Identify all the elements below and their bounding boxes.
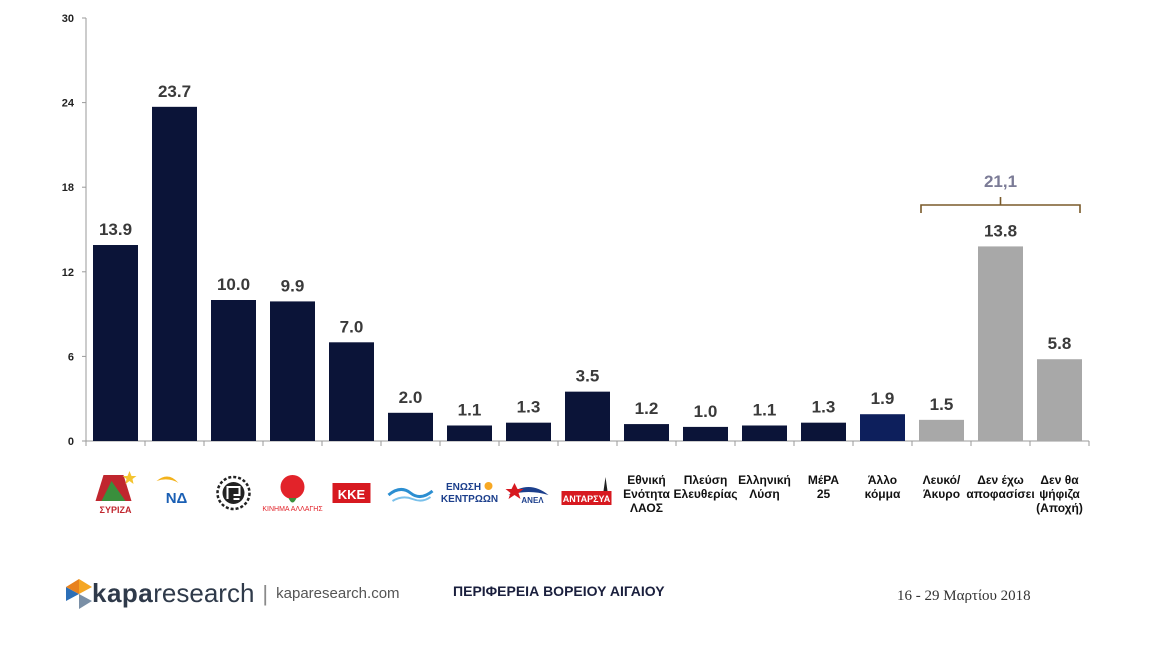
value-label-nd: 23.7 [158,82,191,101]
y-tick-label: 6 [68,351,74,363]
logo-separator: | [262,580,269,606]
region-title: ΠΕΡΙΦΕΡΕΙΑ ΒΟΡΕΙΟΥ ΑΙΓΑΙΟΥ [453,583,665,599]
value-label-kke: 7.0 [340,317,364,336]
value-label-mera25: 1.3 [812,398,836,417]
kapa-logo-icon [66,578,92,609]
value-label-ellisi: 1.1 [753,400,777,419]
logo-text-research: research [153,578,255,608]
bar-syriza [93,245,138,441]
category-label-anapof: Δεν έχω αποφασίσει [966,473,1034,501]
site-url: kaparesearch.com [276,585,400,602]
bracket-total-label: 21,1 [984,172,1017,191]
bar-chart: 0 6 12 18 24 30 13.9 23.7 10.0 9.9 7.0 2.0 1.1 1.3 3.… [62,13,1090,515]
value-label-enosi: 1.1 [458,400,482,419]
party-logo-nd: ΝΔ [156,476,188,507]
value-label-plefsi: 1.0 [694,402,718,421]
category-label-plefsi: Πλεύση Ελευθερίας [674,473,738,501]
party-logo-xa [216,475,251,511]
value-label-laos: 1.2 [635,399,659,418]
bar-antarsya [565,391,610,441]
svg-text:ΑΝΤΑΡΣΥΑ: ΑΝΤΑΡΣΥΑ [563,494,611,504]
svg-text:ΑΝΕΛ: ΑΝΕΛ [521,496,544,505]
bar-anapof [978,246,1023,441]
svg-text:ΚΚΕ: ΚΚΕ [338,487,366,502]
bar-kke [329,342,374,441]
value-label-allo: 1.9 [871,389,895,408]
bar-plefsi [683,426,728,441]
bar-anel [506,422,551,441]
undecided-bracket: 21,1 [920,172,1081,213]
svg-text:ΚΕΝΤΡΩΩΝ: ΚΕΝΤΡΩΩΝ [441,494,498,505]
logo-text-kapa: kapa [92,578,154,608]
category-label-apoxi: Δεν θα ψήφιζα (Αποχή) [1036,473,1083,515]
value-label-potami: 2.0 [399,388,423,407]
party-logo-kinal: ΚΙΝΗΜΑ ΑΛΛΑΓΗΣ [262,475,323,513]
svg-text:ΕΝΩΣΗ: ΕΝΩΣΗ [446,482,481,493]
bar-nd [152,106,197,441]
party-logo-syriza: ΣΥΡΙΖΑ [95,471,137,515]
bracket-line [920,197,1081,213]
category-label-allo: Άλλο κόμμα [865,473,901,501]
bar-allo [860,414,905,441]
y-tick-label: 0 [68,436,74,448]
bar-lefko [919,419,964,441]
category-label-lefko: Λευκό/Άκυρο [923,473,961,501]
bar-kinal [270,301,315,441]
value-label-antarsya: 3.5 [576,367,600,386]
party-logo-kke: ΚΚΕ [332,483,371,503]
value-label-xa: 10.0 [217,275,250,294]
y-tick-label: 18 [62,182,74,194]
svg-text:ΚΙΝΗΜΑ ΑΛΛΑΓΗΣ: ΚΙΝΗΜΑ ΑΛΛΑΓΗΣ [262,506,323,513]
value-label-lefko: 1.5 [930,395,954,414]
party-logo-anel: ΑΝΕΛ [505,483,549,505]
category-label-mera25: ΜέΡΑ 25 [808,473,840,501]
value-label-anapof: 13.8 [984,221,1017,240]
value-label-apoxi: 5.8 [1048,334,1072,353]
bar-potami [388,412,433,441]
category-label-ellisi: Ελληνική Λύση [738,473,791,501]
value-label-syriza: 13.9 [99,220,132,239]
party-logo-potami [387,488,434,502]
svg-text:ΣΥΡΙΖΑ: ΣΥΡΙΖΑ [100,505,132,515]
bar-apoxi [1037,359,1082,441]
bar-mera25 [801,422,846,441]
category-label-laos: Εθνική Ενότητα ΛΑΟΣ [623,473,670,515]
y-tick-label: 12 [62,267,74,279]
kapa-research-logo: kapa research | kaparesearch.com [66,578,400,609]
bar-ellisi [742,425,787,441]
value-label-anel: 1.3 [517,398,541,417]
value-labels: 13.9 23.7 10.0 9.9 7.0 2.0 1.1 1.3 3.5 1.2 1.0 1.1 1… [99,82,1071,421]
bar-enosi [447,425,492,441]
bar-laos [624,424,669,441]
y-tick-label: 30 [62,13,74,25]
value-label-kinal: 9.9 [281,276,305,295]
party-logo-antarsya: ΑΝΤΑΡΣΥΑ [561,477,612,505]
survey-date: 16 - 29 Μαρτίου 2018 [897,588,1031,604]
bars [93,106,1082,441]
svg-text:ΝΔ: ΝΔ [166,490,188,507]
y-tick-label: 24 [62,98,75,110]
bar-xa [211,300,256,441]
